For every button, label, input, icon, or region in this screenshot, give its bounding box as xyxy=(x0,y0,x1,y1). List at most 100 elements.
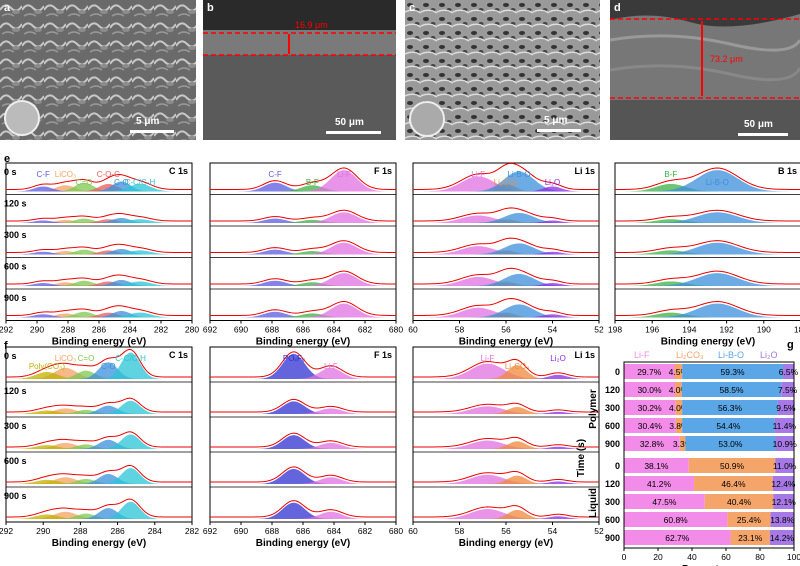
bar-label: 47.5% xyxy=(652,497,677,507)
category-label: 0 xyxy=(615,367,620,377)
bar-segment xyxy=(775,458,794,473)
legend-entry: Li₂O xyxy=(760,350,778,360)
sem-image-c: c 5 μm xyxy=(405,0,600,140)
tick-label-g: 0 xyxy=(622,552,627,562)
bar-segment xyxy=(624,400,676,415)
axis-title-f-F1s: Binding energy (eV) xyxy=(256,538,350,549)
bar-segment xyxy=(772,476,794,491)
peak-e-F1s xyxy=(210,251,396,255)
tick-label-g: 60 xyxy=(721,552,731,562)
peak-e-Li1s xyxy=(413,276,599,286)
peak-f-Li1s xyxy=(413,474,599,484)
bar-label: 58.5% xyxy=(719,385,744,395)
tick-label-f-C1s: 292 xyxy=(0,526,13,536)
bar-label: 38.1% xyxy=(644,461,669,471)
peak-e-B1s xyxy=(615,212,800,223)
tick-label-f-Li1s: 60 xyxy=(408,526,418,536)
envelope-f-Li1s xyxy=(412,505,599,518)
peak-f-Li1s xyxy=(413,365,599,379)
bar-label: 14.2% xyxy=(770,533,795,543)
bar-segment xyxy=(681,382,782,397)
envelope-e-Li1s xyxy=(412,267,599,285)
legend-entry: Li-B-O xyxy=(718,350,744,360)
peak-f-Li1s xyxy=(413,363,599,379)
tick-label-e-B1s: 192 xyxy=(720,325,734,335)
envelope-f-F1s xyxy=(210,398,396,413)
peak-label-f-Li1s: Li-F xyxy=(481,354,495,363)
tick-label-e-C1s: 290 xyxy=(30,325,44,335)
peak-label-e-F1s: B-F xyxy=(306,178,319,187)
bar-label: 6.5% xyxy=(779,367,799,377)
peak-e-B1s xyxy=(615,303,800,318)
time-label: 600 s xyxy=(4,456,27,466)
peak-label-f-Li1s: Li₂O xyxy=(550,354,566,363)
panel-label-c: c xyxy=(409,2,416,14)
panel-label-g: g xyxy=(787,339,794,351)
peak-e-C1s xyxy=(6,250,192,255)
bar-label: 30.4% xyxy=(638,421,663,431)
tick-label-e-Li1s: 54 xyxy=(548,325,558,335)
peak-e-Li1s xyxy=(413,220,599,223)
tick-label-e-C1s: 292 xyxy=(0,325,13,335)
peak-e-C1s xyxy=(6,251,192,255)
peak-label-f-C1s: Poly(CO₃) xyxy=(29,362,65,371)
tick-label-e-Li1s: 58 xyxy=(455,325,465,335)
envelope-e-Li1s xyxy=(412,297,599,316)
bar-label: 29.7% xyxy=(637,367,662,377)
bar-label: 56.3% xyxy=(718,403,743,413)
bar-segment xyxy=(782,364,794,379)
peak-e-Li1s xyxy=(413,246,599,255)
peak-f-C1s xyxy=(6,439,192,449)
bar-label: 30.2% xyxy=(638,403,663,413)
envelope-e-C1s xyxy=(5,305,192,316)
peak-e-Li1s xyxy=(413,251,599,255)
peak-label-e-C1s: LiCO₃ xyxy=(55,170,76,179)
bar-label: 3.8% xyxy=(669,421,689,431)
peak-f-Li1s xyxy=(413,411,599,414)
bar-label: 4.0% xyxy=(669,403,689,413)
peak-f-Li1s xyxy=(413,446,599,449)
peak-f-C1s xyxy=(6,362,192,379)
peak-e-F1s xyxy=(210,185,396,192)
envelope-e-F1s xyxy=(210,167,397,190)
tick-label-g: 80 xyxy=(755,552,765,562)
envelope-e-C1s xyxy=(5,243,192,253)
peak-e-Li1s xyxy=(413,171,599,192)
peak-f-Li1s xyxy=(413,374,599,379)
peak-f-F1s xyxy=(210,468,396,484)
envelope-f-F1s xyxy=(210,500,396,518)
category-label: 0 xyxy=(615,461,620,471)
bar-label: 3.3% xyxy=(673,439,693,449)
envelope-f-F1s xyxy=(210,351,396,378)
tick-label-f-F1s: 682 xyxy=(358,526,372,536)
bar-label: 41.2% xyxy=(647,479,672,489)
panel-title-f-Li1s: Li 1s xyxy=(574,350,595,360)
peak-f-Li1s xyxy=(413,406,599,414)
peak-f-C1s xyxy=(6,405,192,414)
envelope-f-C1s xyxy=(5,397,192,413)
peak-f-F1s xyxy=(210,401,396,414)
bar-segment xyxy=(688,458,776,473)
peak-e-B1s xyxy=(615,273,800,286)
tick-label-e-C1s: 288 xyxy=(61,325,75,335)
axis-title-f-Li1s: Binding energy (eV) xyxy=(459,538,553,549)
bar-label: 9.5% xyxy=(776,403,796,413)
y-axis-title-g: Time (s) xyxy=(576,439,587,477)
peak-label-f-C1s: LiCO₃ xyxy=(55,354,76,363)
plot-frame-e-F1s xyxy=(209,162,397,321)
peak-f-Li1s xyxy=(413,441,599,449)
sem-image-d: d 73.2 μm 50 μm xyxy=(610,0,800,140)
tick-label-f-C1s: 284 xyxy=(148,526,162,536)
peak-label-e-C1s: C-F xyxy=(37,170,50,179)
peak-e-F1s xyxy=(210,303,396,318)
plot-frame-e-B1s xyxy=(614,162,800,321)
peak-label-f-F1s: Li-F xyxy=(324,362,338,371)
tick-label-f-Li1s: 58 xyxy=(455,526,465,536)
peak-label-e-B1s: B-F xyxy=(664,170,677,179)
peak-label-e-F1s: C-F xyxy=(268,170,281,179)
panel-title-e-F1s: F 1s xyxy=(374,166,392,176)
peak-e-C1s xyxy=(6,186,192,192)
bar-segment xyxy=(675,382,682,397)
peak-f-Li1s xyxy=(413,509,599,519)
tick-label-e-F1s: 682 xyxy=(358,325,372,335)
